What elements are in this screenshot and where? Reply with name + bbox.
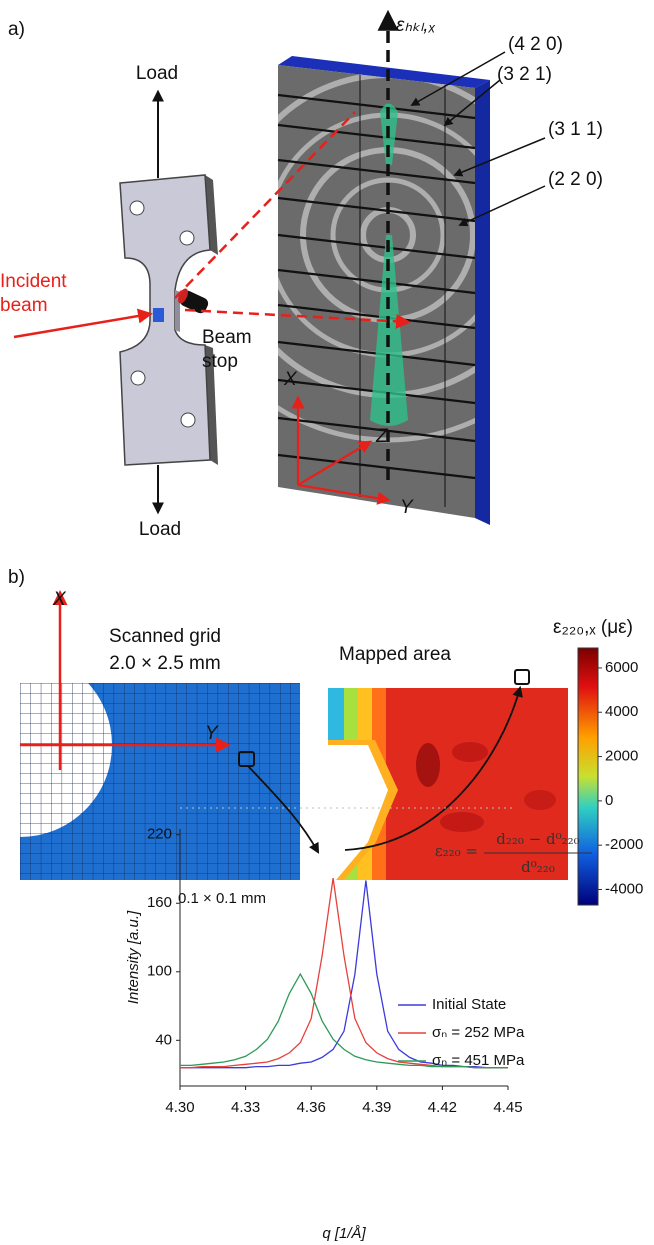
figure: a) εₕₖₗ,ₓ (4 2 0) (3 2 1) (3 1 1) (2 2 0… <box>0 0 654 1245</box>
panel-label: a) <box>8 19 25 40</box>
x-tick-label: 4.39 <box>362 1099 391 1116</box>
y-tick-label: 100 <box>147 963 172 980</box>
x-tick-label: 4.45 <box>493 1099 522 1116</box>
colorbar <box>578 648 598 905</box>
detector-side <box>475 80 490 525</box>
x-tick-label: 4.36 <box>297 1099 326 1116</box>
beam-label: Incident <box>0 271 67 292</box>
beam-stop-label: stop <box>202 351 238 372</box>
x-tick-label: 4.42 <box>428 1099 457 1116</box>
x-axis-title: q [1/Å] <box>322 1225 366 1242</box>
beam-label: beam <box>0 295 48 316</box>
legend-label: Initial State <box>432 996 506 1013</box>
strain-axis-label: εₕₖₗ,ₓ <box>396 15 436 36</box>
spectrum-chart: 40 100 160 220 4.30 4.33 4.36 4.39 4.42 4.45 q [1/… <box>125 826 592 1242</box>
plane-label: (3 1 1) <box>548 119 603 140</box>
beam-stop-label: Beam <box>202 327 252 348</box>
colorbar-tick-label: 4000 <box>605 703 638 720</box>
incident-beam <box>14 314 150 337</box>
formula: ε₂₂₀ = <box>435 842 478 860</box>
formula: d₂₂₀ − d⁰₂₂₀ <box>496 830 579 848</box>
axis-label: Y <box>400 497 414 518</box>
axis-label: Y <box>205 723 219 744</box>
axis-label: X <box>52 589 67 610</box>
axis-label: Z <box>375 426 389 447</box>
grid-lines <box>20 683 300 880</box>
y-tick-label: 40 <box>155 1031 172 1048</box>
specimen <box>120 175 218 465</box>
legend-label: σₙ = 252 MPa <box>432 1024 525 1041</box>
legend-label: σₙ = 451 MPa <box>432 1052 525 1069</box>
grid-title: Scanned grid <box>109 626 221 647</box>
pixel-size: 0.1 × 0.1 mm <box>178 890 266 907</box>
y-tick-label: 220 <box>147 826 172 843</box>
y-axis-title: Intensity [a.u.] <box>125 910 142 1004</box>
colorbar-title: ε₂₂₀,ₓ (με) <box>553 617 633 638</box>
axis-label: X <box>283 369 298 390</box>
colorbar-tick-label: 6000 <box>605 659 638 676</box>
plane-label: (3 2 1) <box>497 64 552 85</box>
colorbar-tick-label: -4000 <box>605 880 643 897</box>
colorbar-tick-label: -2000 <box>605 836 643 853</box>
plane-label: (4 2 0) <box>508 34 563 55</box>
x-tick-label: 4.30 <box>165 1099 194 1116</box>
colorbar-tick-label: 2000 <box>605 748 638 765</box>
load-label: Load <box>136 63 178 84</box>
grid-subtitle: 2.0 × 2.5 mm <box>109 653 220 674</box>
panel-label: b) <box>8 567 25 588</box>
map-title: Mapped area <box>339 644 451 665</box>
y-tick-label: 160 <box>147 894 172 911</box>
formula: d⁰₂₂₀ <box>521 858 555 876</box>
colorbar-tick-label: 0 <box>605 792 613 809</box>
x-tick-label: 4.33 <box>231 1099 260 1116</box>
plane-label: (2 2 0) <box>548 169 603 190</box>
load-label: Load <box>139 519 181 540</box>
